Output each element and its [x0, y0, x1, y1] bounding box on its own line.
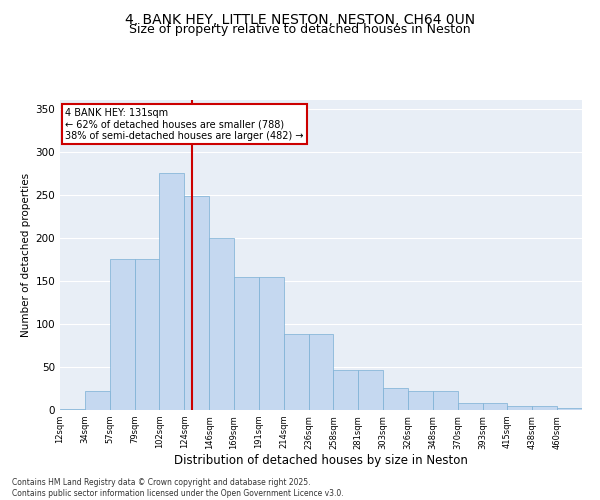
Text: 4, BANK HEY, LITTLE NESTON, NESTON, CH64 0UN: 4, BANK HEY, LITTLE NESTON, NESTON, CH64…: [125, 12, 475, 26]
Bar: [160, 173, 184, 410]
Y-axis label: Number of detached properties: Number of detached properties: [21, 173, 31, 337]
Bar: [358, 370, 383, 410]
Bar: [134, 260, 160, 410]
Bar: [532, 406, 557, 410]
Bar: [85, 391, 110, 410]
Bar: [334, 370, 358, 410]
Bar: [110, 260, 134, 410]
Bar: [234, 276, 259, 410]
Bar: [458, 403, 482, 410]
Bar: [209, 238, 234, 410]
Bar: [557, 408, 582, 410]
Bar: [433, 391, 458, 410]
Bar: [408, 391, 433, 410]
Bar: [482, 403, 508, 410]
Bar: [308, 334, 334, 410]
X-axis label: Distribution of detached houses by size in Neston: Distribution of detached houses by size …: [174, 454, 468, 468]
Text: 4 BANK HEY: 131sqm
← 62% of detached houses are smaller (788)
38% of semi-detach: 4 BANK HEY: 131sqm ← 62% of detached hou…: [65, 108, 304, 141]
Bar: [259, 276, 284, 410]
Text: Size of property relative to detached houses in Neston: Size of property relative to detached ho…: [129, 22, 471, 36]
Bar: [60, 409, 85, 410]
Bar: [284, 334, 308, 410]
Bar: [508, 406, 532, 410]
Text: Contains HM Land Registry data © Crown copyright and database right 2025.
Contai: Contains HM Land Registry data © Crown c…: [12, 478, 344, 498]
Bar: [383, 388, 408, 410]
Bar: [184, 196, 209, 410]
